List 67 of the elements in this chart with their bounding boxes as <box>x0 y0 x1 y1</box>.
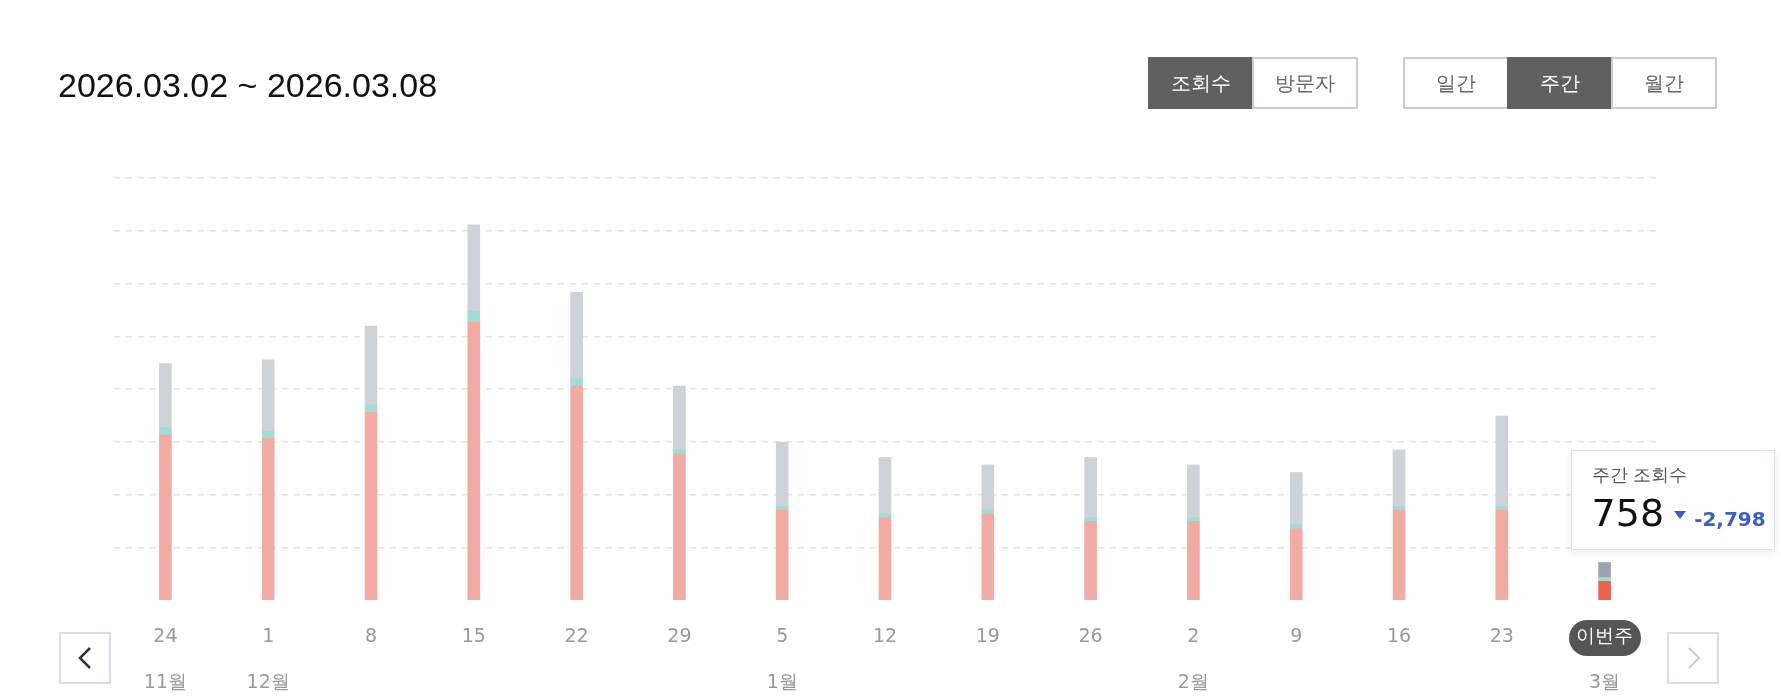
bar <box>1495 415 1509 507</box>
x-tick-label: 1 <box>262 624 275 647</box>
bar <box>1084 517 1097 522</box>
bar <box>467 322 481 600</box>
bar <box>261 438 275 600</box>
bar <box>1289 472 1303 526</box>
x-tick-label: 19 <box>975 624 1000 647</box>
bar <box>775 509 789 600</box>
bar <box>570 385 583 600</box>
bar <box>1084 457 1097 518</box>
bar <box>1187 517 1200 522</box>
x-tick-label: 5 <box>776 624 789 647</box>
x-tick-label: 8 <box>364 624 378 647</box>
bar <box>981 464 995 511</box>
text: 2월 <box>1177 669 1209 692</box>
annotation: 주간 조회수 <box>1591 463 1689 488</box>
bar <box>1598 562 1611 578</box>
x-tick-label: 24 <box>153 624 178 647</box>
bar <box>673 385 686 451</box>
bar <box>570 292 583 380</box>
bar <box>1495 505 1509 511</box>
x-tick-label: 26 <box>1078 624 1103 647</box>
bar <box>467 224 481 312</box>
x-tick-label: 29 <box>667 624 692 647</box>
bar <box>775 505 789 511</box>
bar <box>775 442 789 507</box>
bar <box>159 363 172 428</box>
bar <box>364 412 378 600</box>
x-tick-label: 15 <box>461 624 486 647</box>
bar <box>159 434 172 600</box>
x-tick-label: 23 <box>1489 624 1514 647</box>
x-tick-label: 이번주 <box>1576 624 1634 647</box>
x-tick-label: 22 <box>564 624 589 647</box>
bar <box>159 427 172 436</box>
bar <box>467 310 481 323</box>
bar <box>261 359 275 432</box>
bar <box>981 513 995 600</box>
text: 일간 <box>1403 57 1509 109</box>
text: 11월 <box>143 669 187 692</box>
text: 월간 <box>1611 57 1717 109</box>
bar <box>673 453 686 600</box>
bar <box>1084 520 1097 600</box>
annotation: 758 <box>1591 491 1665 536</box>
bar <box>1495 509 1509 600</box>
bar <box>1392 449 1406 507</box>
bar <box>1392 509 1406 600</box>
text: 방문자 <box>1252 57 1358 109</box>
x-tick-label: 16 <box>1386 624 1412 647</box>
x-tick-label: 12 <box>872 624 898 647</box>
bar <box>1289 528 1303 600</box>
chart-title: 2026.03.02 ~ 2026.03.08 <box>58 66 438 105</box>
text: 3월 <box>1589 669 1621 692</box>
text: 12월 <box>246 669 290 692</box>
bar <box>1598 577 1611 582</box>
bar <box>1598 580 1611 600</box>
text: 주간 <box>1507 57 1613 109</box>
bar <box>1187 464 1200 518</box>
text: 조회수 <box>1148 57 1254 109</box>
text: 1월 <box>766 669 798 692</box>
bar <box>1187 520 1200 600</box>
text: -2,798 <box>1694 507 1766 532</box>
bar <box>878 517 892 600</box>
bar <box>364 325 378 406</box>
bar <box>570 378 583 387</box>
x-tick-label: 2 <box>1187 624 1200 647</box>
x-tick-label: 9 <box>1290 624 1303 647</box>
bar <box>878 457 892 515</box>
